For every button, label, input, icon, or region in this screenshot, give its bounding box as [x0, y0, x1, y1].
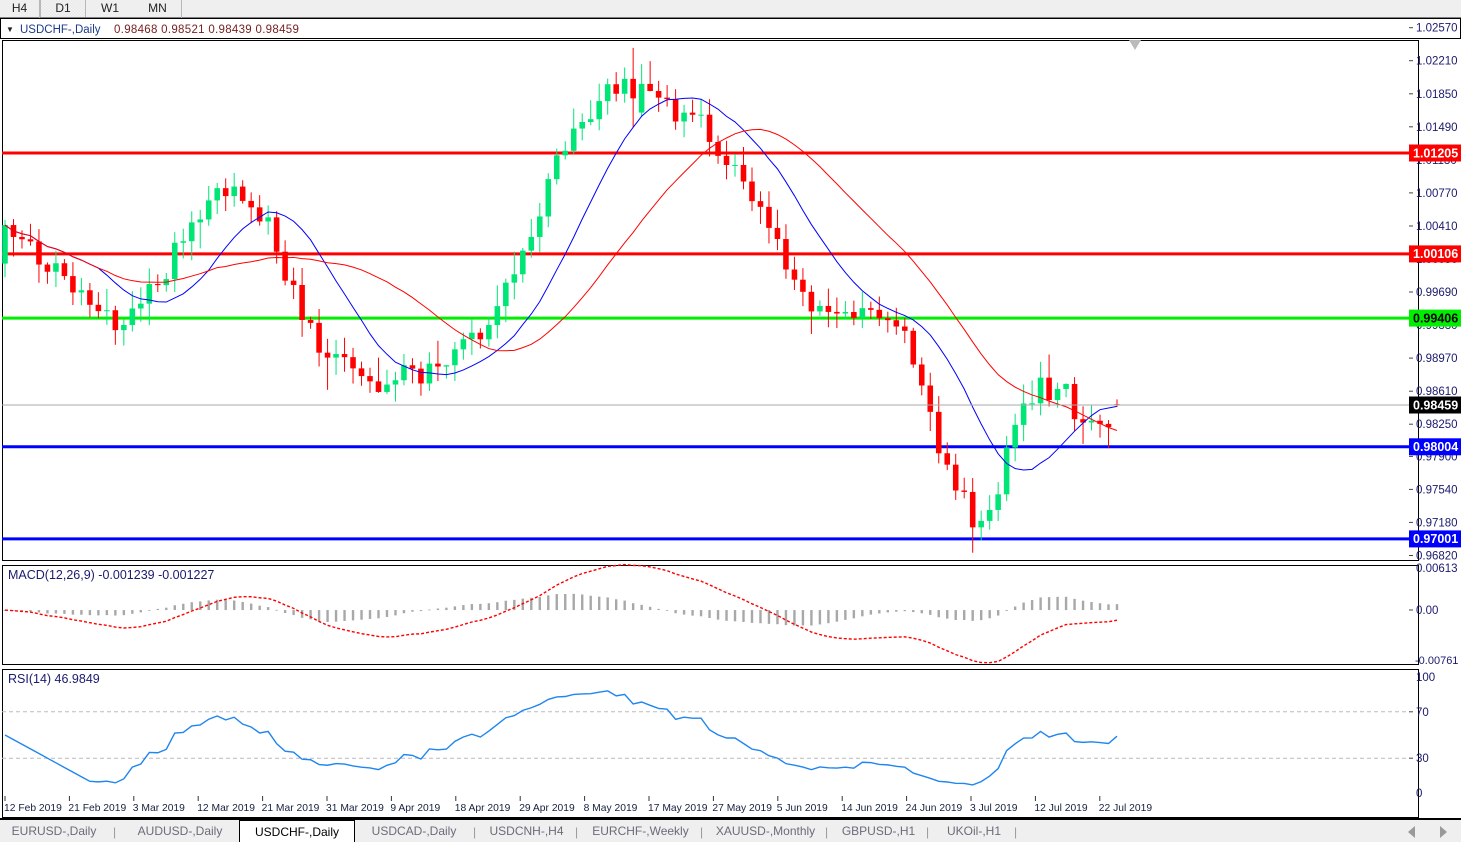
svg-text:24 Jun 2019: 24 Jun 2019 [906, 803, 963, 814]
svg-text:RSI(14) 46.9849: RSI(14) 46.9849 [8, 672, 100, 686]
svg-text:1.00410: 1.00410 [1416, 221, 1458, 233]
svg-text:0.00613: 0.00613 [1416, 563, 1458, 575]
svg-text:12 Jul 2019: 12 Jul 2019 [1034, 803, 1088, 814]
svg-text:0.98004: 0.98004 [1413, 440, 1458, 454]
svg-text:12 Feb 2019: 12 Feb 2019 [4, 803, 62, 814]
svg-text:30: 30 [1416, 753, 1429, 765]
svg-text:1.02570: 1.02570 [1416, 23, 1458, 35]
svg-text:1.01205: 1.01205 [1413, 146, 1458, 160]
svg-text:8 May 2019: 8 May 2019 [584, 803, 638, 814]
svg-text:27 May 2019: 27 May 2019 [712, 803, 772, 814]
svg-text:0: 0 [1416, 788, 1422, 800]
svg-text:0.99406: 0.99406 [1413, 311, 1458, 325]
svg-text:22 Jul 2019: 22 Jul 2019 [1099, 803, 1153, 814]
svg-text:0.99690: 0.99690 [1416, 287, 1458, 299]
svg-text:0.97540: 0.97540 [1416, 484, 1458, 496]
svg-text:3 Jul 2019: 3 Jul 2019 [970, 803, 1018, 814]
svg-text:17 May 2019: 17 May 2019 [648, 803, 708, 814]
svg-text:21 Mar 2019: 21 Mar 2019 [262, 803, 320, 814]
svg-text:0.98610: 0.98610 [1416, 386, 1458, 398]
svg-text:0.98459: 0.98459 [1413, 398, 1458, 412]
svg-text:1.01850: 1.01850 [1416, 89, 1458, 101]
svg-text:0.98250: 0.98250 [1416, 419, 1458, 431]
svg-text:100: 100 [1416, 672, 1435, 684]
svg-text:-0.00761: -0.00761 [1415, 655, 1458, 667]
svg-text:0.97180: 0.97180 [1416, 517, 1458, 529]
svg-text:0.97001: 0.97001 [1413, 532, 1458, 546]
svg-text:29 Apr 2019: 29 Apr 2019 [519, 803, 575, 814]
svg-text:70: 70 [1416, 707, 1429, 719]
svg-text:1.02210: 1.02210 [1416, 56, 1458, 68]
svg-text:0.96820: 0.96820 [1416, 551, 1458, 563]
svg-text:21 Feb 2019: 21 Feb 2019 [68, 803, 126, 814]
svg-text:14 Jun 2019: 14 Jun 2019 [841, 803, 898, 814]
svg-text:MACD(12,26,9) -0.001239 -0.001: MACD(12,26,9) -0.001239 -0.001227 [8, 568, 214, 582]
svg-text:0.98970: 0.98970 [1416, 353, 1458, 365]
svg-text:18 Apr 2019: 18 Apr 2019 [455, 803, 511, 814]
svg-text:1.00106: 1.00106 [1413, 247, 1458, 261]
svg-text:31 Mar 2019: 31 Mar 2019 [326, 803, 384, 814]
svg-text:3 Mar 2019: 3 Mar 2019 [133, 803, 185, 814]
svg-text:1.00770: 1.00770 [1416, 188, 1458, 200]
svg-text:9 Apr 2019: 9 Apr 2019 [390, 803, 440, 814]
svg-text:5 Jun 2019: 5 Jun 2019 [777, 803, 828, 814]
svg-text:12 Mar 2019: 12 Mar 2019 [197, 803, 255, 814]
svg-text:0.00: 0.00 [1416, 605, 1438, 617]
svg-text:1.01490: 1.01490 [1416, 122, 1458, 134]
